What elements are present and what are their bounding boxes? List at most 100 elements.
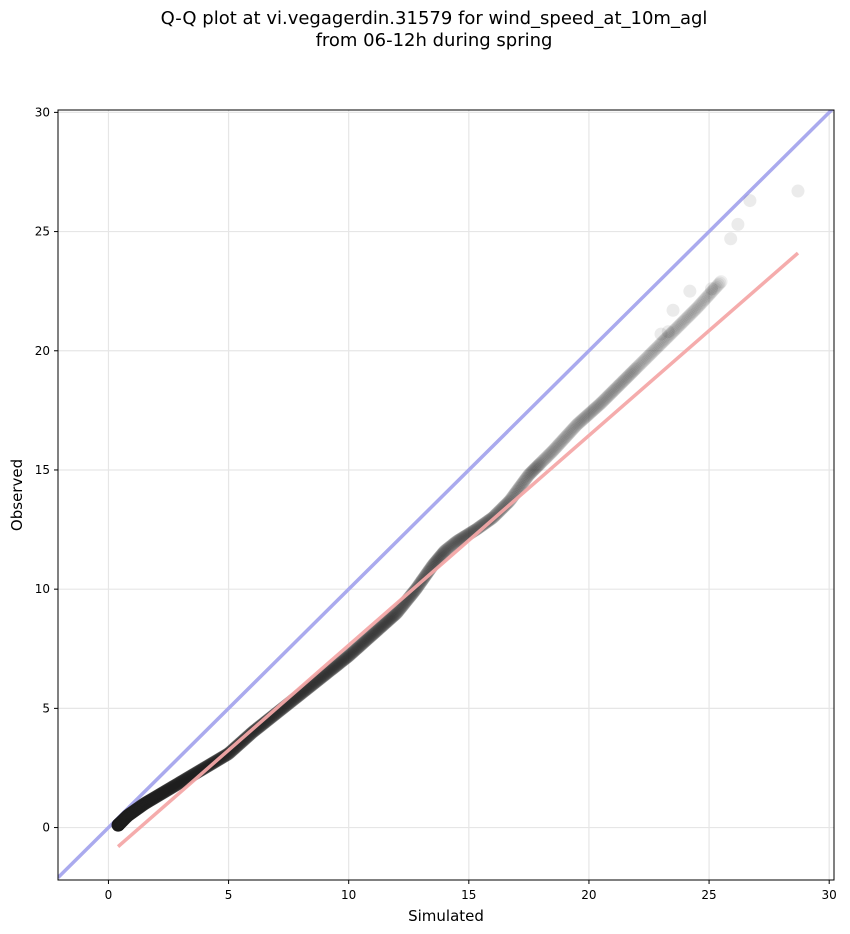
data-point [244, 726, 258, 740]
data-point [151, 789, 165, 803]
data-point [151, 789, 165, 803]
data-point [118, 811, 132, 825]
data-point [136, 798, 150, 812]
data-point [254, 719, 268, 733]
data-point [573, 415, 587, 429]
data-point [561, 427, 575, 441]
data-point [127, 804, 141, 818]
data-point [582, 407, 596, 421]
data-point [436, 546, 450, 560]
data-point [340, 650, 354, 664]
x-axis-label: Simulated [408, 907, 484, 925]
data-point [242, 728, 256, 742]
data-point [131, 802, 145, 816]
x-tick-label: 15 [461, 888, 476, 902]
data-point [113, 816, 127, 830]
data-point [112, 817, 126, 831]
data-point [139, 796, 153, 810]
data-point [523, 466, 537, 480]
data-point [147, 791, 161, 805]
data-point [540, 450, 554, 464]
data-point [116, 813, 130, 827]
data-point [113, 816, 127, 830]
data-point [130, 802, 144, 816]
data-point [141, 795, 155, 809]
data-point [114, 815, 128, 829]
data-point [112, 817, 126, 831]
data-point [522, 467, 536, 481]
data-point [159, 784, 173, 798]
data-point [663, 328, 677, 342]
data-point [119, 811, 133, 825]
data-point [669, 322, 683, 336]
data-point [581, 408, 595, 422]
data-point [420, 567, 434, 581]
data-point [365, 628, 379, 642]
data-point [633, 358, 647, 372]
data-point [115, 815, 129, 829]
data-point [111, 818, 125, 832]
data-point [435, 548, 449, 562]
data-point [136, 798, 150, 812]
data-point [134, 799, 148, 813]
data-point [453, 532, 467, 546]
data-point [696, 294, 710, 308]
data-point [123, 807, 137, 821]
data-point [248, 723, 262, 737]
data-point [197, 761, 211, 775]
data-point [659, 331, 673, 345]
data-point [352, 639, 366, 653]
data-point [228, 741, 242, 755]
data-point [246, 725, 260, 739]
data-point [645, 346, 659, 360]
data-point [171, 777, 185, 791]
data-point [356, 636, 370, 650]
data-point [529, 461, 543, 475]
data-point [338, 652, 352, 666]
data-point [335, 654, 349, 668]
data-point [432, 551, 446, 565]
data-point [616, 374, 630, 388]
data-point [526, 464, 540, 478]
data-point [662, 329, 676, 343]
data-point [501, 495, 515, 509]
data-point [135, 799, 149, 813]
data-point [376, 618, 390, 632]
data-point [139, 796, 153, 810]
data-point [130, 802, 144, 816]
data-point [135, 798, 149, 812]
data-point [372, 622, 386, 636]
data-point [449, 535, 463, 549]
data-point [224, 745, 238, 759]
data-point [514, 479, 528, 493]
data-point [743, 194, 757, 208]
data-point [113, 817, 127, 831]
data-point [439, 543, 453, 557]
data-point [694, 297, 708, 311]
data-point [137, 797, 151, 811]
data-point [574, 414, 588, 428]
data-point [699, 291, 713, 305]
data-point [332, 657, 346, 671]
data-point [226, 743, 240, 757]
data-point [122, 807, 136, 821]
data-point [111, 818, 125, 832]
data-point [114, 816, 128, 830]
data-point [563, 426, 577, 440]
data-point [142, 794, 156, 808]
data-point [161, 783, 175, 797]
data-point [658, 333, 672, 347]
data-point [703, 287, 717, 301]
data-point [112, 818, 126, 832]
data-point [127, 804, 141, 818]
data-point [164, 781, 178, 795]
data-point [118, 812, 132, 826]
data-point [239, 731, 253, 745]
data-point [147, 791, 161, 805]
data-point [578, 410, 592, 424]
data-point [234, 736, 248, 750]
data-point [583, 406, 597, 420]
data-point [112, 818, 126, 832]
data-point [621, 369, 635, 383]
chart-title-line-1: Q-Q plot at vi.vegagerdin.31579 for wind… [160, 8, 708, 29]
